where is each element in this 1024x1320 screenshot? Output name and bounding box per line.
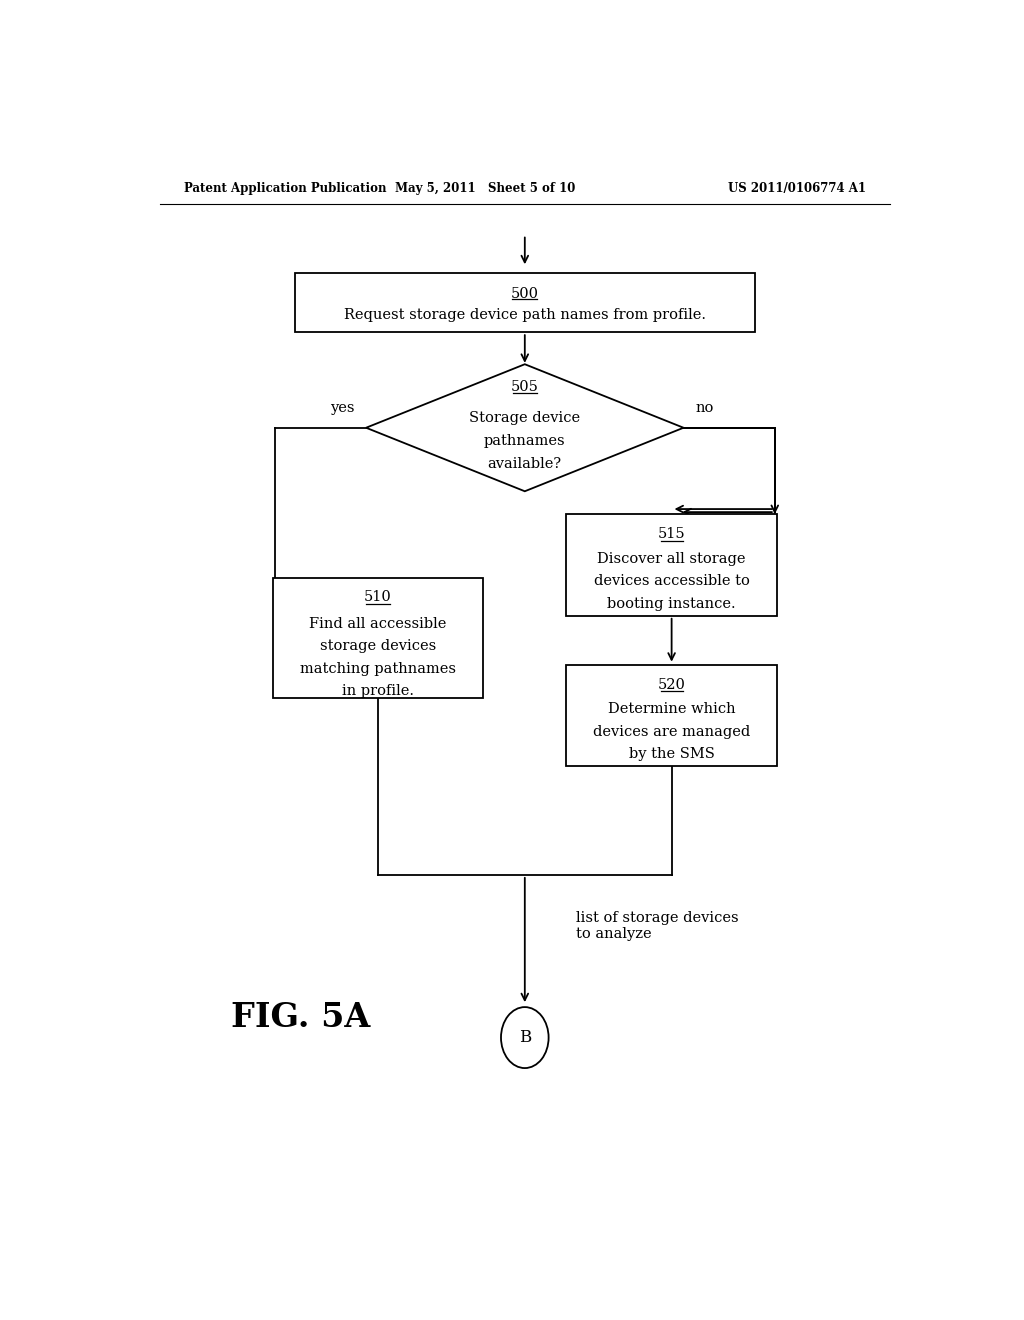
Text: no: no <box>695 400 714 414</box>
Text: Determine which: Determine which <box>608 702 735 717</box>
Text: May 5, 2011   Sheet 5 of 10: May 5, 2011 Sheet 5 of 10 <box>395 182 575 195</box>
Text: Request storage device path names from profile.: Request storage device path names from p… <box>344 308 706 322</box>
Text: by the SMS: by the SMS <box>629 747 715 762</box>
Text: 510: 510 <box>365 590 392 605</box>
Text: pathnames: pathnames <box>484 434 565 447</box>
Text: US 2011/0106774 A1: US 2011/0106774 A1 <box>728 182 866 195</box>
Text: list of storage devices
to analyze: list of storage devices to analyze <box>577 911 739 941</box>
Text: devices accessible to: devices accessible to <box>594 574 750 589</box>
Text: in profile.: in profile. <box>342 684 414 698</box>
Text: booting instance.: booting instance. <box>607 597 736 611</box>
Text: Find all accessible: Find all accessible <box>309 616 446 631</box>
Circle shape <box>501 1007 549 1068</box>
Bar <box>295 273 755 333</box>
Text: Patent Application Publication: Patent Application Publication <box>183 182 386 195</box>
Text: 500: 500 <box>511 286 539 301</box>
Text: B: B <box>519 1030 530 1045</box>
Text: FIG. 5A: FIG. 5A <box>231 1001 371 1034</box>
Text: yes: yes <box>330 400 354 414</box>
Text: matching pathnames: matching pathnames <box>300 661 456 676</box>
Bar <box>566 515 777 616</box>
Text: Discover all storage: Discover all storage <box>597 552 745 566</box>
Bar <box>566 664 777 766</box>
Text: 520: 520 <box>657 678 685 692</box>
Bar <box>272 578 483 698</box>
Text: devices are managed: devices are managed <box>593 725 751 739</box>
Polygon shape <box>367 364 684 491</box>
Text: Storage device: Storage device <box>469 411 581 425</box>
Text: 505: 505 <box>511 380 539 395</box>
Text: available?: available? <box>487 457 562 471</box>
Text: storage devices: storage devices <box>319 639 436 653</box>
Text: 515: 515 <box>657 528 685 541</box>
